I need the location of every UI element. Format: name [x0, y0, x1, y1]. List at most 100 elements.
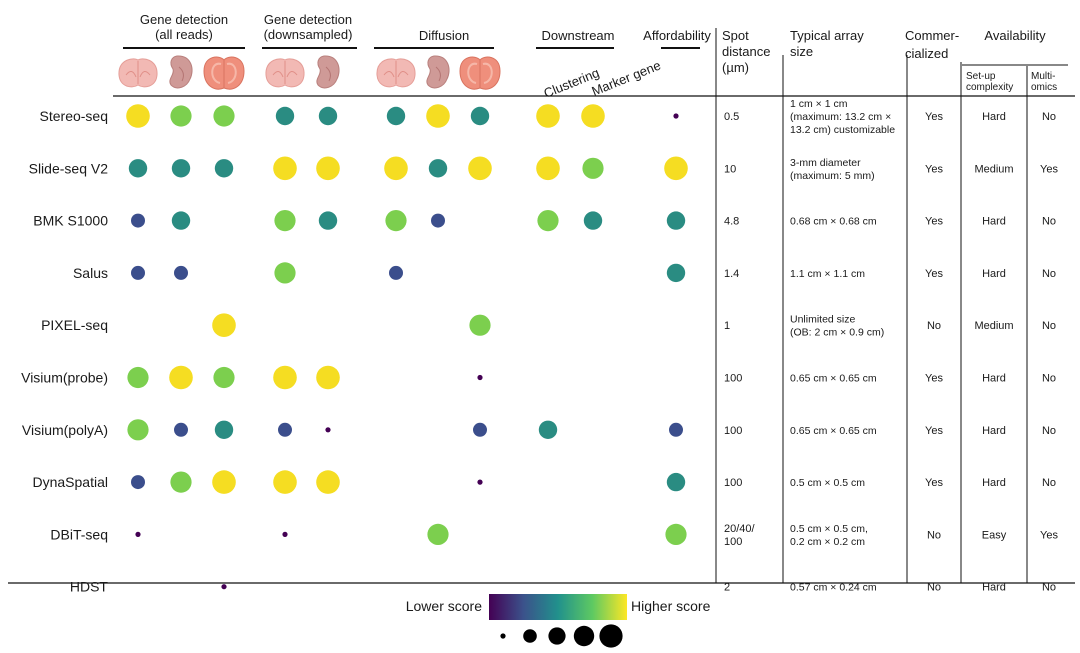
array-size-value: 0.5 cm × 0.5 cm — [790, 477, 865, 489]
score-dot-affordability — [665, 523, 687, 546]
table-row: DBiT-seq 20/40/100 0.5 cm × 0.5 cm, 0.2 cm … — [50, 523, 1058, 548]
commercialized-value: Yes — [925, 425, 943, 437]
method-name: HDST — [70, 579, 109, 595]
mouse-brain-icon — [118, 58, 158, 88]
setup-complexity-value: Hard — [982, 373, 1006, 385]
commercialized-value: No — [927, 529, 941, 541]
multiomics-value: No — [1042, 582, 1056, 594]
rows: Stereo-seq 0.5 1 cm × 1 cm (maximum: 13.2 c… — [21, 98, 1058, 595]
setup-complexity-value: Hard — [982, 111, 1006, 123]
score-dot-all-olfactory-bulb — [214, 420, 234, 439]
score-dot-all-embryo — [169, 365, 193, 390]
score-dot-affordability — [666, 211, 686, 230]
array-size-value: Unlimited size (OB: 2 cm × 0.9 cm) — [790, 314, 884, 339]
table-row: Stereo-seq 0.5 1 cm × 1 cm (maximum: 13.2 c… — [40, 98, 1057, 136]
header-affordability: Affordability — [643, 28, 711, 43]
score-dot-all-olfactory-bulb — [212, 313, 236, 338]
score-dot-all-embryo — [174, 422, 188, 437]
score-dot-all-embryo — [170, 105, 192, 127]
size-legend-dot — [500, 633, 506, 639]
score-dot-all-olfactory-bulb — [212, 470, 236, 494]
multiomics-value: Yes — [1040, 163, 1058, 175]
score-dot-down-embryo — [316, 156, 340, 181]
score-dot-diff-embryo — [426, 104, 450, 128]
score-dot-all-embryo — [171, 211, 191, 230]
size-legend-dot — [573, 625, 595, 647]
score-dot-diff-olfactory-bulb — [477, 479, 483, 485]
spot-distance-value: 1 — [724, 320, 730, 332]
score-dot-all-olfactory-bulb — [213, 105, 235, 127]
score-dot-down-brain — [278, 422, 292, 437]
score-dot-marker-gene — [583, 211, 603, 230]
score-dot-down-embryo — [318, 211, 338, 230]
score-dot-diff-olfactory-bulb — [473, 422, 487, 437]
header-array-size: Typical array size — [790, 28, 864, 59]
multiomics-value: No — [1042, 425, 1056, 437]
score-dot-down-embryo — [316, 470, 340, 494]
score-dot-clustering — [537, 210, 559, 232]
method-name: Slide-seq V2 — [29, 160, 109, 176]
table-row: DynaSpatial 100 0.5 cm × 0.5 cm Yes Hard No — [33, 470, 1056, 494]
mouse-brain-icon — [265, 58, 305, 88]
score-dot-down-embryo — [316, 365, 340, 390]
score-dot-diff-brain — [385, 210, 407, 232]
score-dot-all-brain — [131, 475, 145, 490]
setup-complexity-value: Hard — [982, 477, 1006, 489]
score-dot-diff-embryo — [427, 523, 449, 546]
score-dot-diff-olfactory-bulb — [477, 374, 483, 381]
score-dot-down-brain — [274, 262, 296, 284]
score-dot-down-brain — [273, 156, 297, 181]
score-dot-clustering — [536, 104, 560, 128]
array-size-value: 0.65 cm × 0.65 cm — [790, 373, 877, 385]
mouse-embryo-icon — [169, 55, 193, 89]
header-setup: Set-up complexity — [966, 71, 1013, 93]
spot-distance-value: 100 — [724, 425, 742, 437]
mouse-olfactory-bulb-icon — [459, 56, 501, 90]
score-dot-diff-olfactory-bulb — [468, 156, 492, 181]
score-dot-diff-brain — [384, 156, 408, 181]
score-dot-all-brain — [135, 531, 141, 538]
commercialized-value: No — [927, 320, 941, 332]
spot-distance-value: 100 — [724, 477, 742, 489]
header-gene-all: Gene detection (all reads) — [140, 12, 228, 42]
score-dot-all-brain — [131, 213, 145, 228]
score-dot-down-brain — [275, 106, 295, 126]
array-size-value: 0.57 cm × 0.24 cm — [790, 582, 877, 594]
multiomics-value: No — [1042, 320, 1056, 332]
size-legend-dot — [523, 629, 537, 643]
table-row: Visium(probe) 100 0.65 cm × 0.65 cm Yes Hard… — [21, 365, 1056, 390]
commercialized-value: Yes — [925, 111, 943, 123]
multiomics-value: No — [1042, 111, 1056, 123]
spot-distance-value: 1.4 — [724, 268, 739, 280]
multiomics-value: No — [1042, 373, 1056, 385]
spot-distance-value: 10 — [724, 163, 736, 175]
commercialized-value: Yes — [925, 163, 943, 175]
table-row: Slide-seq V2 10 3-mm diameter (maximum: 5 m… — [29, 156, 1058, 182]
legend-colorbar — [489, 594, 627, 620]
setup-complexity-value: Easy — [982, 529, 1007, 541]
score-dot-diff-embryo — [428, 159, 448, 178]
spot-distance-value: 20/40/100 — [724, 523, 756, 548]
method-name: PIXEL-seq — [41, 317, 108, 333]
legend-low-label: Lower score — [406, 598, 482, 614]
setup-complexity-value: Hard — [982, 216, 1006, 228]
mouse-brain-icon — [376, 58, 416, 88]
score-dot-affordability — [666, 263, 686, 283]
score-dot-affordability — [669, 422, 683, 437]
score-dot-marker-gene — [582, 157, 604, 179]
score-dot-all-olfactory-bulb — [221, 584, 227, 590]
score-dot-down-embryo — [318, 106, 338, 126]
table-row: HDST 2 0.57 cm × 0.24 cm No Hard No — [70, 579, 1056, 595]
commercialized-value: Yes — [925, 268, 943, 280]
score-dot-all-embryo — [174, 265, 188, 280]
size-legend-dot — [548, 627, 566, 645]
score-dot-all-brain — [127, 366, 149, 389]
score-dot-diff-olfactory-bulb — [470, 106, 490, 126]
commercialized-value: Yes — [925, 477, 943, 489]
setup-complexity-value: Hard — [982, 425, 1006, 437]
commercialized-value: Yes — [925, 216, 943, 228]
array-size-value: 1 cm × 1 cm (maximum: 13.2 cm × 13.2 cm) c… — [790, 98, 895, 136]
score-dot-all-olfactory-bulb — [213, 366, 235, 389]
score-dot-down-brain — [274, 210, 296, 232]
